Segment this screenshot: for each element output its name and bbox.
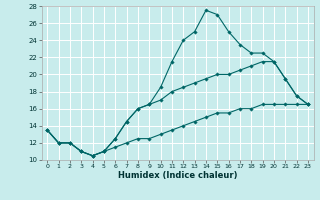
X-axis label: Humidex (Indice chaleur): Humidex (Indice chaleur)	[118, 171, 237, 180]
